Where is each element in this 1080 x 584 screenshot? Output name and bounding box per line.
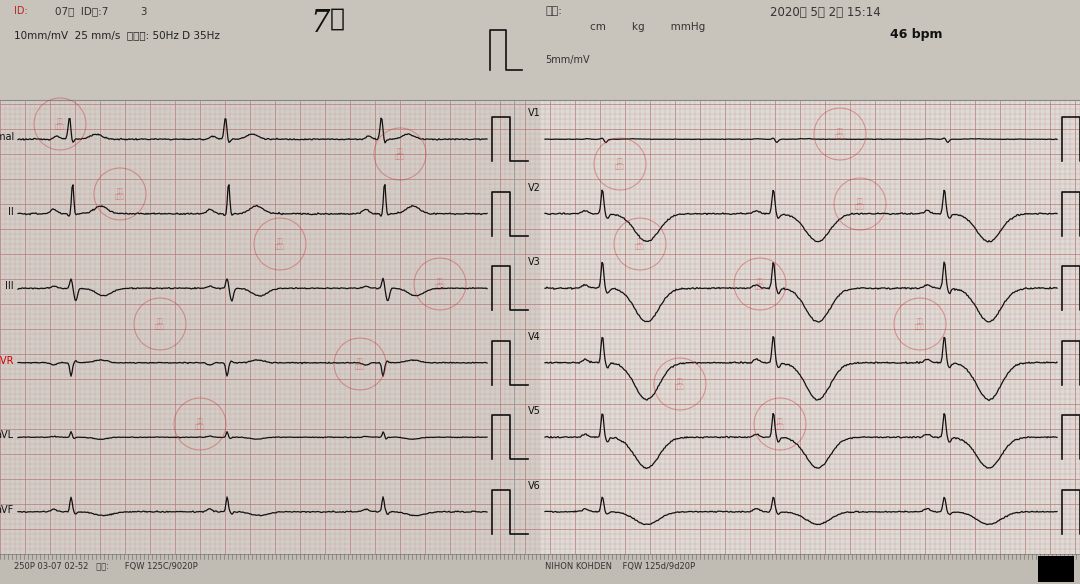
Text: 化学
实验室: 化学 实验室 xyxy=(855,198,865,210)
Text: III: III xyxy=(5,281,14,291)
Text: 化学
实验室: 化学 实验室 xyxy=(616,158,625,170)
Text: normal: normal xyxy=(0,132,14,142)
Text: 化学
实验室: 化学 实验室 xyxy=(775,418,785,430)
Text: 07床  ID号:7          3: 07床 ID号:7 3 xyxy=(55,6,148,16)
Text: ID:: ID: xyxy=(14,6,28,16)
Text: 5mm/mV: 5mm/mV xyxy=(545,55,590,65)
Text: II: II xyxy=(9,207,14,217)
Text: NIHON KOHDEN    FQW 125d/9d20P: NIHON KOHDEN FQW 125d/9d20P xyxy=(545,561,696,571)
Text: 岁: 岁 xyxy=(330,8,345,31)
Text: 10mm/mV  25 mm/s  滤波器: 50Hz D 35Hz: 10mm/mV 25 mm/s 滤波器: 50Hz D 35Hz xyxy=(14,30,220,40)
Text: 化学
实验室: 化学 实验室 xyxy=(435,278,445,290)
Text: aVL: aVL xyxy=(0,430,14,440)
Text: V6: V6 xyxy=(528,481,541,491)
Text: aVF: aVF xyxy=(0,505,14,515)
Text: V4: V4 xyxy=(528,332,541,342)
Bar xyxy=(0,0,1080,100)
Text: 化学
实验室: 化学 实验室 xyxy=(116,188,125,200)
Text: cm        kg        mmHg: cm kg mmHg xyxy=(590,22,705,32)
Text: 化学
实验室: 化学 实验室 xyxy=(275,238,285,250)
Text: aVR: aVR xyxy=(0,356,14,366)
Text: 46 bpm: 46 bpm xyxy=(890,28,943,41)
Text: V1: V1 xyxy=(528,108,541,118)
Text: 化学
实验室: 化学 实验室 xyxy=(835,128,845,140)
Text: 化学
实验室: 化学 实验室 xyxy=(675,378,685,390)
Text: 化学
实验室: 化学 实验室 xyxy=(355,358,365,370)
Text: 2020年 5月 2日 15:14: 2020年 5月 2日 15:14 xyxy=(770,6,881,19)
Text: 250P 03-07 02-52   科室:      FQW 125C/9020P: 250P 03-07 02-52 科室: FQW 125C/9020P xyxy=(14,561,198,571)
Bar xyxy=(0,554,1080,584)
Bar xyxy=(540,100,1080,554)
Bar xyxy=(0,100,540,554)
Text: V3: V3 xyxy=(528,257,541,267)
Text: 7: 7 xyxy=(310,8,329,39)
Text: 化学
实验室: 化学 实验室 xyxy=(395,148,405,160)
Text: V5: V5 xyxy=(528,406,541,416)
Text: 化学
实验室: 化学 实验室 xyxy=(55,118,65,130)
Text: 化学
实验室: 化学 实验室 xyxy=(635,238,645,250)
Text: 化学
实验室: 化学 实验室 xyxy=(195,418,205,430)
Bar xyxy=(1038,556,1074,582)
Text: 化学
实验室: 化学 实验室 xyxy=(156,318,165,330)
Text: 化学
实验室: 化学 实验室 xyxy=(915,318,924,330)
Text: V2: V2 xyxy=(528,183,541,193)
Text: 化学
实验室: 化学 实验室 xyxy=(755,278,765,290)
Text: 用药:: 用药: xyxy=(545,6,562,16)
